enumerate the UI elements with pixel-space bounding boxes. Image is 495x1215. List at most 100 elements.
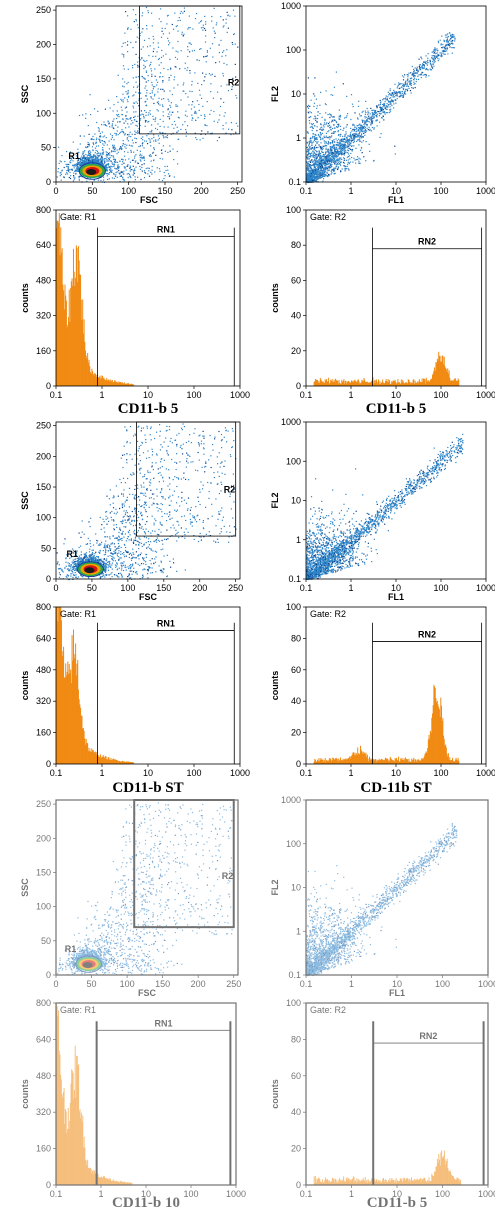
scatter-point <box>315 163 317 165</box>
scatter-point <box>395 95 397 97</box>
scatter-point <box>204 56 206 58</box>
scatter-point <box>352 133 354 135</box>
scatter-point <box>153 102 155 105</box>
scatter-point <box>123 170 125 172</box>
scatter-point <box>56 176 58 178</box>
scatter-point <box>346 156 348 158</box>
scatter-point <box>314 144 317 146</box>
scatter-point <box>199 48 201 50</box>
scatter-point <box>337 149 339 151</box>
scatter-point <box>453 34 455 36</box>
scatter-point <box>355 133 357 135</box>
scatter-point <box>314 125 316 127</box>
scatter-point <box>90 151 92 153</box>
scatter-point <box>73 165 75 167</box>
scatter-point <box>440 54 443 56</box>
scatter-point <box>370 117 372 119</box>
scatter-point <box>146 25 148 27</box>
scatter-point <box>356 130 358 132</box>
scatter-point <box>314 77 316 79</box>
scatter-point <box>143 64 145 66</box>
scatter-point <box>317 154 320 156</box>
scatter-point <box>124 167 126 169</box>
scatter-point <box>359 115 361 117</box>
scatter-point <box>148 138 150 140</box>
scatter-point <box>348 150 350 152</box>
scatter-point <box>61 170 63 172</box>
gate-label-r1: R1 <box>68 151 80 161</box>
scatter-point <box>328 160 331 162</box>
scatter-point <box>96 150 99 152</box>
scatter-point <box>194 72 196 74</box>
scatter-point <box>59 175 61 177</box>
scatter-point <box>423 66 426 68</box>
scatter-point <box>120 175 122 177</box>
scatter-point <box>451 40 453 42</box>
scatter-point <box>333 158 335 160</box>
scatter-point <box>116 115 119 117</box>
scatter-point <box>339 145 341 147</box>
scatter-point <box>329 116 331 119</box>
scatter-point <box>347 113 349 115</box>
scatter-point <box>366 120 368 122</box>
scatter-point <box>135 53 137 55</box>
scatter-point <box>362 110 364 112</box>
scatter-point <box>441 47 443 49</box>
scatter-point <box>116 168 119 170</box>
scatter-point <box>332 120 334 122</box>
scatter-point <box>169 90 171 92</box>
scatter-point <box>374 112 376 114</box>
scatter-point <box>365 130 368 132</box>
scatter-point <box>386 98 388 100</box>
scatter-point <box>324 167 326 169</box>
scatter-point <box>167 169 169 171</box>
scatter-point <box>205 23 207 25</box>
scatter-point <box>361 133 363 135</box>
scatter-point <box>106 125 108 127</box>
scatter-point <box>130 117 132 119</box>
scatter-point <box>231 88 233 90</box>
scatter-point <box>192 101 194 103</box>
scatter-point <box>370 122 373 124</box>
scatter-point <box>326 136 328 139</box>
scatter-point <box>319 132 322 134</box>
scatter-point <box>195 13 198 15</box>
scatter-point <box>343 137 345 140</box>
scatter-point <box>359 158 361 160</box>
scatter-point <box>308 150 310 152</box>
scatter-point <box>363 132 365 134</box>
scatter-point <box>335 160 337 162</box>
scatter-point <box>156 128 159 131</box>
scatter-point <box>327 137 329 139</box>
scatter-point <box>389 106 391 108</box>
scatter-point <box>185 110 187 112</box>
x-axis-label: FSC <box>140 195 159 205</box>
scatter-point <box>324 118 326 120</box>
scatter-point <box>321 132 324 134</box>
scatter-point <box>86 159 88 162</box>
scatter-point <box>204 76 206 78</box>
scatter-point <box>314 95 316 97</box>
scatter-point <box>144 66 146 68</box>
scatter-point <box>360 126 362 128</box>
scatter-point <box>326 142 328 145</box>
scatter-point <box>197 82 199 84</box>
scatter-point <box>83 156 85 158</box>
scatter-point <box>350 152 352 155</box>
scatter-point <box>321 158 323 160</box>
scatter-point <box>312 180 314 182</box>
scatter-point <box>337 158 339 160</box>
scatter-point <box>412 75 414 77</box>
scatter-point <box>174 56 177 58</box>
scatter-point <box>369 117 371 119</box>
scatter-point <box>132 77 134 79</box>
scatter-point <box>134 137 136 139</box>
scatter-point <box>93 154 95 156</box>
scatter-point <box>151 81 153 84</box>
scatter-point <box>410 80 413 82</box>
scatter-point <box>320 139 322 141</box>
scatter-point <box>437 40 439 42</box>
scatter-point <box>133 169 135 171</box>
scatter-point <box>109 152 111 154</box>
scatter-point <box>328 154 330 157</box>
